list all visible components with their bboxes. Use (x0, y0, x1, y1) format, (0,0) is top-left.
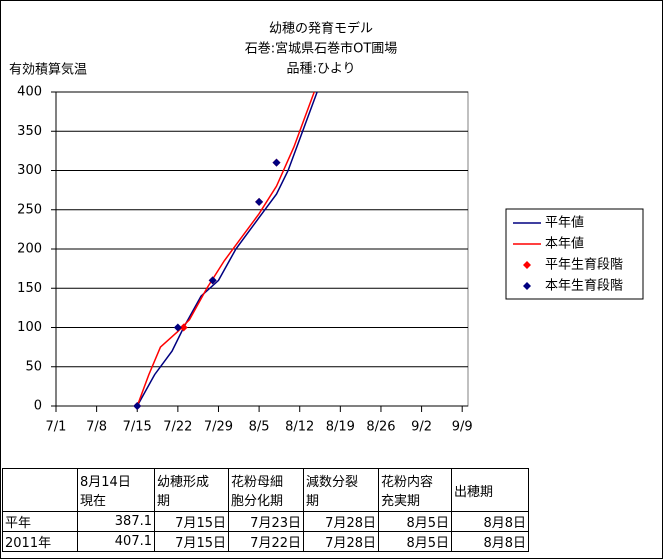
legend-swatch (523, 261, 531, 269)
table-row: 2011年 407.1 7月15日 7月22日 7月28日 8月5日 8月8日 (2, 531, 529, 552)
x-tick-label: 7/15 (123, 420, 152, 435)
header-cell: 幼穂形成期 (154, 468, 229, 512)
header-cell: 8月14日現在 (77, 468, 155, 512)
y-tick-label: 0 (34, 399, 42, 414)
x-tick-label: 9/9 (452, 420, 473, 435)
header-text: 充実期 (381, 494, 421, 509)
x-tick-label: 9/2 (411, 420, 432, 435)
point (208, 276, 217, 285)
y-tick-label: 100 (17, 320, 42, 335)
y-tick-label: 50 (25, 359, 42, 374)
x-tick-label: 8/26 (366, 420, 395, 435)
x-tick-label: 7/8 (86, 420, 107, 435)
table-cell: 407.1 (77, 531, 155, 552)
x-tick-label: 7/29 (204, 420, 233, 435)
header-text: 胞分化期 (231, 494, 284, 509)
line (136, 91, 315, 407)
table-cell: 387.1 (77, 511, 155, 532)
y-tick-label: 400 (17, 85, 42, 100)
chart-title: 幼穂の発育モデル (269, 21, 373, 37)
chart: 幼穂の発育モデル 石巻:宮城県石巻市OT圃場 品種:ひより 有効積算気温 0 50… (9, 21, 644, 435)
data-table: 8月14日 現在 幼穂形成期花粉母細 胞分化期 減数分裂期花粉内容 充実期 出穂期 平年 387… (2, 468, 529, 552)
chart-subtitle: 品種:ひより (286, 61, 355, 77)
header-cell (2, 468, 78, 512)
y-tick-label: 350 (17, 124, 42, 139)
header-cell: 出穂期 (451, 468, 529, 512)
legend-label: 本年値 (545, 236, 584, 252)
table-cell: 平年 (2, 511, 78, 532)
header-cell: 減数分裂期 (303, 468, 379, 512)
y-axis-label: 有効積算気温 (9, 62, 87, 78)
table-cell: 8月8日 (451, 511, 529, 532)
header-text: 期 (157, 494, 171, 509)
table-cell: 2011年 (2, 531, 78, 552)
x-tick-label: 7/22 (163, 420, 192, 435)
header-cell: 花粉内容 充実期 (378, 468, 452, 512)
table-row: 平年 387.1 7月15日 7月23日 7月28日 8月5日 8月8日 (2, 511, 529, 532)
x-tick-label: 8/19 (326, 420, 355, 435)
y-tick-label: 150 (17, 281, 42, 296)
header-text: 8月14日 (80, 475, 131, 490)
header-text: 出穂期 (454, 484, 494, 500)
y-tick-label: 300 (17, 163, 42, 178)
table-cell: 7月28日 (303, 531, 379, 552)
header-row: 8月14日 現在 幼穂形成期花粉母細 胞分化期 減数分裂期花粉内容 充実期 出穂期 (2, 468, 529, 512)
chart-subtitle: 石巻:宮城県石巻市OT圃場 (245, 41, 398, 57)
y-tick-label: 200 (17, 242, 42, 257)
header-text: 幼穂形成 (157, 475, 210, 490)
table-cell: 8月8日 (451, 531, 529, 552)
y-tick-label: 250 (17, 202, 42, 217)
point (179, 323, 188, 332)
x-tick-label: 8/12 (285, 420, 314, 435)
legend-label: 平年値 (545, 215, 584, 231)
line (136, 91, 318, 407)
table-cell: 8月5日 (378, 511, 452, 532)
legend-swatch (523, 282, 531, 290)
header-text: 現在 (80, 494, 107, 509)
x-tick-label: 8/5 (249, 420, 270, 435)
table-cell: 7月28日 (303, 511, 379, 532)
x-tick-label: 7/1 (46, 420, 67, 435)
header-text: 減数分裂 (306, 475, 359, 490)
legend-label: 本年生育段階 (545, 278, 623, 294)
table-cell: 8月5日 (378, 531, 452, 552)
point (133, 402, 142, 410)
point (255, 197, 264, 206)
table-cell: 7月22日 (228, 531, 304, 552)
legend-label: 平年生育段階 (545, 257, 623, 273)
point (272, 158, 281, 167)
table-cell: 7月15日 (154, 511, 229, 532)
header-cell: 花粉母細 胞分化期 (228, 468, 304, 512)
point (173, 323, 182, 332)
table-cell: 7月15日 (154, 531, 229, 552)
header-text: 期 (306, 494, 320, 509)
table-cell: 7月23日 (228, 511, 304, 532)
header-text: 花粉内容 (381, 475, 434, 490)
header-text: 花粉母細 (231, 475, 284, 490)
